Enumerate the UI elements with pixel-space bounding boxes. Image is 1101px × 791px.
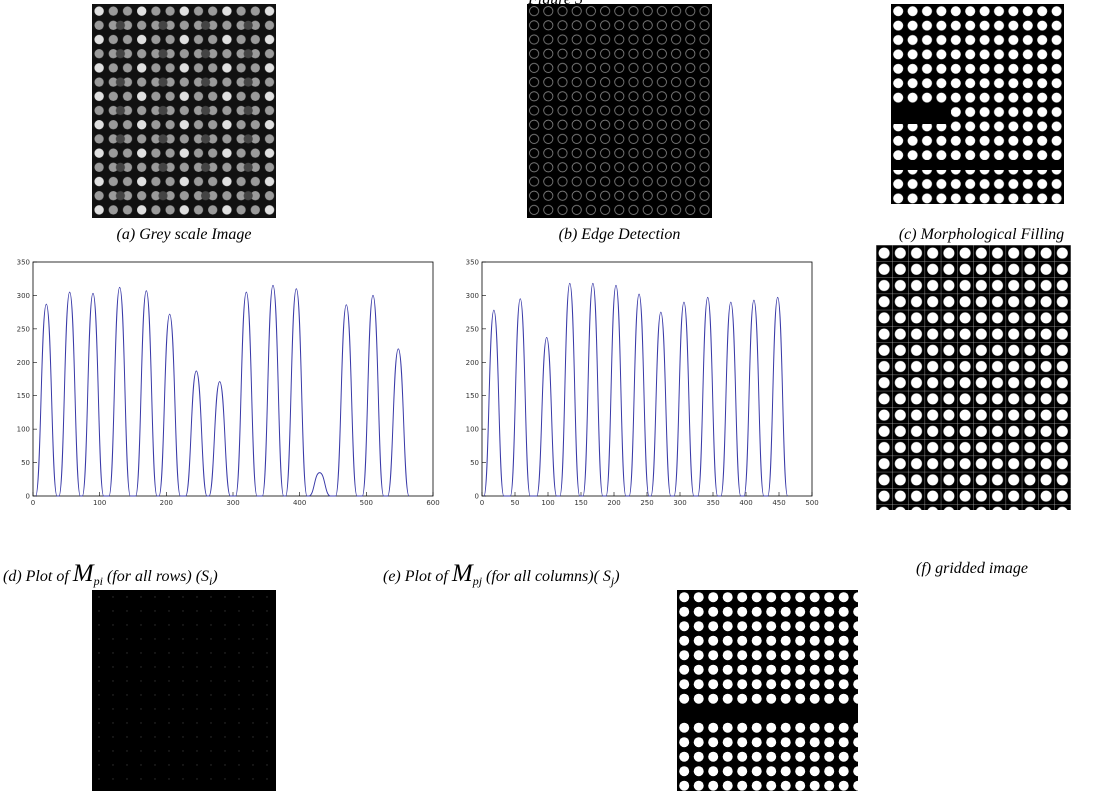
filled-gap	[891, 104, 951, 124]
y-tick-label: 300	[466, 292, 479, 300]
x-tick-label: 150	[574, 499, 587, 507]
x-tick-label: 100	[541, 499, 554, 507]
y-tick-label: 50	[21, 459, 30, 467]
y-tick-label: 200	[466, 359, 479, 367]
edge-image	[527, 4, 712, 218]
caption-text: (for all columns)( S	[482, 568, 611, 585]
caption-subscript: i	[209, 574, 213, 588]
y-tick-label: 100	[466, 426, 479, 434]
x-tick-label: 200	[607, 499, 620, 507]
data-line	[483, 282, 789, 497]
caption: (f) gridded image	[916, 560, 1028, 577]
gridded-image	[876, 245, 1071, 510]
dots-image	[677, 590, 858, 791]
x-tick-label: 500	[805, 499, 818, 507]
y-tick-label: 200	[17, 359, 30, 367]
filled-gap	[891, 160, 1064, 170]
x-tick-label: 0	[31, 499, 35, 507]
caption: (c) Morphological Filling	[898, 226, 1065, 243]
caption: (e) Plot of Mpj (for all columns)( Sj)	[383, 560, 620, 589]
grey-scale-variation	[92, 4, 276, 218]
x-tick-label: 500	[360, 499, 373, 507]
x-tick-label: 400	[293, 499, 306, 507]
y-tick-label: 150	[17, 392, 30, 400]
caption-symbol: M	[72, 560, 94, 587]
caption: (a) Grey scale Image	[116, 226, 252, 243]
caption-text: )	[614, 568, 620, 585]
dark-image	[92, 590, 276, 791]
axes-box	[32, 261, 434, 497]
y-tick-label: 350	[466, 259, 479, 267]
caption-subscript: pj	[472, 574, 483, 588]
y-tick-label: 50	[470, 459, 479, 467]
y-tick-label: 300	[17, 292, 30, 300]
x-tick-label: 200	[160, 499, 173, 507]
y-tick-label: 250	[17, 325, 30, 333]
caption-subscript: pi	[93, 574, 103, 588]
caption-subscript: j	[610, 574, 615, 588]
caption-symbol: M	[451, 560, 473, 587]
x-tick-label: 50	[511, 499, 520, 507]
axes-box	[481, 261, 813, 497]
x-tick-label: 300	[673, 499, 686, 507]
y-tick-label: 0	[475, 493, 479, 501]
x-tick-label: 350	[706, 499, 719, 507]
x-tick-label: 250	[640, 499, 653, 507]
y-tick-label: 350	[17, 259, 30, 267]
caption-text: (e) Plot of	[383, 568, 452, 585]
dots-gap	[677, 705, 858, 719]
x-tick-label: 300	[226, 499, 239, 507]
y-tick-label: 0	[26, 493, 30, 501]
x-tick-label: 600	[426, 499, 439, 507]
caption-text: (for all rows) (S	[102, 568, 210, 585]
y-tick-label: 250	[466, 325, 479, 333]
caption: (b) Edge Detection	[558, 226, 681, 243]
caption-text: )	[212, 568, 218, 585]
caption-text: (d) Plot of	[3, 568, 73, 585]
x-tick-label: 400	[739, 499, 752, 507]
caption: (d) Plot of Mpi (for all rows) (Si)	[3, 560, 218, 589]
x-tick-label: 100	[93, 499, 106, 507]
x-tick-label: 450	[772, 499, 785, 507]
y-tick-label: 100	[17, 426, 30, 434]
x-tick-label: 0	[480, 499, 484, 507]
y-tick-label: 150	[466, 392, 479, 400]
data-line	[35, 284, 410, 497]
